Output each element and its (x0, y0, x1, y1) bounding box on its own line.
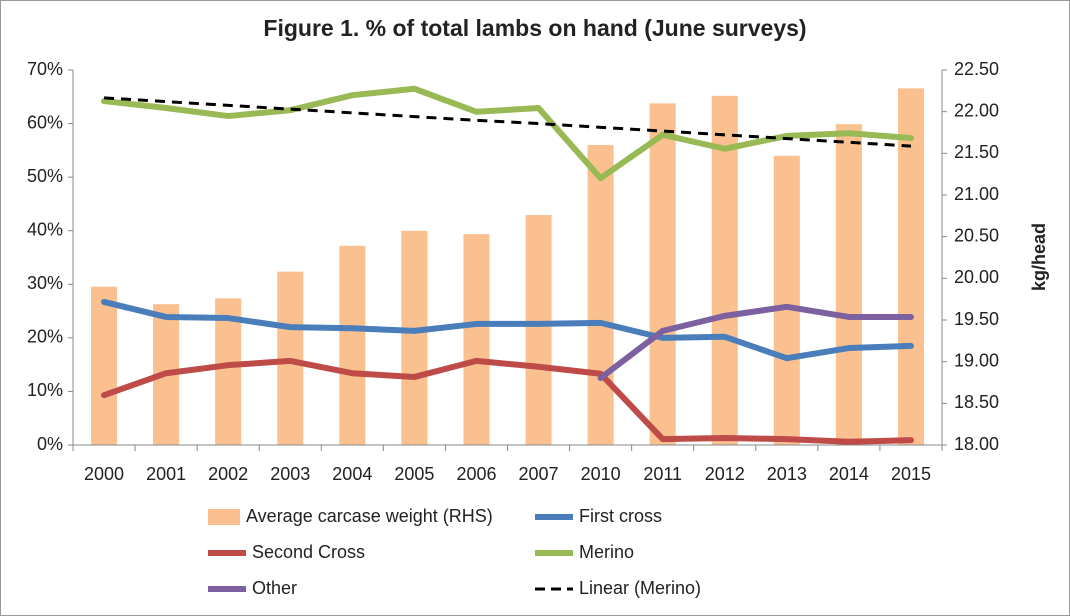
x-tick-label: 2002 (208, 464, 248, 484)
bar (897, 88, 924, 445)
bar (463, 234, 490, 445)
legend-label: Average carcase weight (RHS) (246, 506, 493, 526)
y-tick-label: 50% (27, 166, 63, 186)
x-tick-label: 2010 (581, 464, 621, 484)
y-tick-label: 0% (37, 434, 63, 454)
y2-tick-label: 20.00 (954, 267, 999, 287)
y-tick-label: 60% (27, 112, 63, 132)
bar (649, 103, 676, 445)
legend-label: Linear (Merino) (579, 578, 701, 598)
bar (835, 124, 862, 446)
y2-tick-label: 18.50 (954, 392, 999, 412)
series-line (101, 357, 914, 445)
x-tick-label: 2001 (146, 464, 186, 484)
x-tick-label: 2003 (270, 464, 310, 484)
bar (711, 95, 738, 445)
bar (401, 230, 428, 445)
x-tick-label: 2004 (332, 464, 372, 484)
y2-tick-label: 18.00 (954, 434, 999, 454)
x-tick-label: 2015 (891, 464, 931, 484)
y2-tick-label: 19.50 (954, 309, 999, 329)
series-line (101, 298, 914, 362)
legend-label: Merino (579, 542, 634, 562)
y2-tick-label: 20.50 (954, 225, 999, 245)
series-line (101, 85, 914, 182)
bar (773, 155, 800, 446)
x-tick-label: 2006 (456, 464, 496, 484)
bar (587, 145, 614, 445)
y2-tick-label: 21.00 (954, 184, 999, 204)
x-tick-label: 2013 (767, 464, 807, 484)
x-tick-label: 2011 (643, 464, 682, 484)
y2-axis-label: kg/head (1029, 223, 1049, 291)
x-tick-label: 2000 (84, 464, 124, 484)
bar (91, 286, 118, 445)
y-tick-label: 70% (27, 59, 63, 79)
legend-label: First cross (579, 506, 662, 526)
bar (339, 245, 366, 445)
y-tick-label: 30% (27, 273, 63, 293)
chart-title: Figure 1. % of total lambs on hand (June… (263, 15, 806, 41)
legend-label: Other (252, 578, 297, 598)
y2-tick-label: 22.50 (954, 59, 999, 79)
y-tick-label: 10% (27, 380, 63, 400)
bar (525, 215, 552, 445)
x-tick-label: 2012 (705, 464, 745, 484)
series-line (597, 303, 914, 382)
y2-tick-label: 19.00 (954, 350, 999, 370)
y-tick-label: 20% (27, 327, 63, 347)
bar (215, 298, 242, 445)
y-tick-label: 40% (27, 219, 63, 239)
y2-tick-label: 22.00 (954, 100, 999, 120)
y2-tick-label: 21.50 (954, 142, 999, 162)
legend-swatch (208, 509, 240, 525)
legend-label: Second Cross (252, 542, 365, 562)
x-tick-label: 2005 (394, 464, 434, 484)
x-tick-label: 2014 (829, 464, 869, 484)
x-tick-label: 2007 (519, 464, 559, 484)
